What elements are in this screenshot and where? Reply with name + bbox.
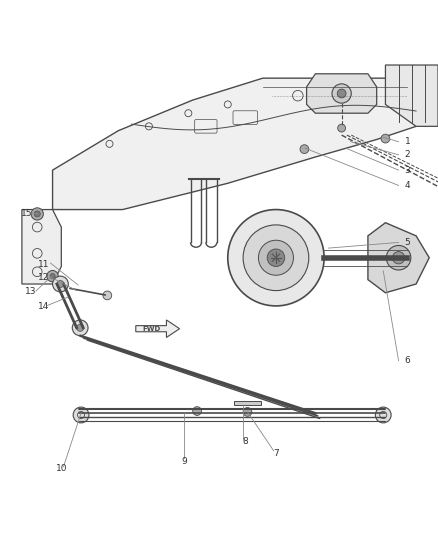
Polygon shape [385, 65, 438, 126]
Circle shape [386, 246, 411, 270]
Circle shape [31, 208, 43, 220]
Text: 15: 15 [21, 209, 32, 219]
Polygon shape [307, 74, 377, 113]
Text: 3: 3 [404, 166, 410, 175]
Text: 4: 4 [405, 181, 410, 190]
Circle shape [243, 408, 252, 416]
Polygon shape [234, 401, 261, 405]
Circle shape [72, 320, 88, 336]
Text: 7: 7 [273, 449, 279, 458]
Text: 13: 13 [25, 287, 36, 296]
Circle shape [47, 270, 58, 282]
Polygon shape [136, 320, 180, 337]
Circle shape [73, 407, 89, 423]
Circle shape [103, 291, 112, 300]
Polygon shape [22, 209, 61, 284]
Circle shape [258, 240, 293, 275]
Circle shape [300, 145, 309, 154]
Text: FWD: FWD [142, 326, 160, 332]
Text: 1: 1 [404, 137, 410, 146]
Circle shape [243, 225, 309, 290]
Circle shape [57, 280, 64, 287]
Text: 10: 10 [56, 464, 67, 473]
Circle shape [392, 252, 405, 264]
Text: 5: 5 [404, 238, 410, 247]
Text: 6: 6 [404, 356, 410, 365]
Text: 12: 12 [38, 273, 49, 282]
Circle shape [267, 249, 285, 266]
Text: 14: 14 [38, 302, 49, 311]
Circle shape [375, 407, 391, 423]
Circle shape [332, 84, 351, 103]
Text: 11: 11 [38, 260, 49, 269]
Circle shape [34, 211, 40, 217]
Circle shape [381, 134, 390, 143]
Circle shape [53, 276, 68, 292]
Circle shape [337, 89, 346, 98]
Circle shape [50, 273, 55, 279]
Polygon shape [368, 223, 429, 293]
Circle shape [77, 324, 84, 332]
Polygon shape [53, 78, 416, 209]
Circle shape [338, 124, 346, 132]
Circle shape [228, 209, 324, 306]
Text: 8: 8 [242, 437, 248, 446]
Text: 9: 9 [181, 457, 187, 466]
Circle shape [193, 407, 201, 415]
Text: 2: 2 [405, 150, 410, 159]
